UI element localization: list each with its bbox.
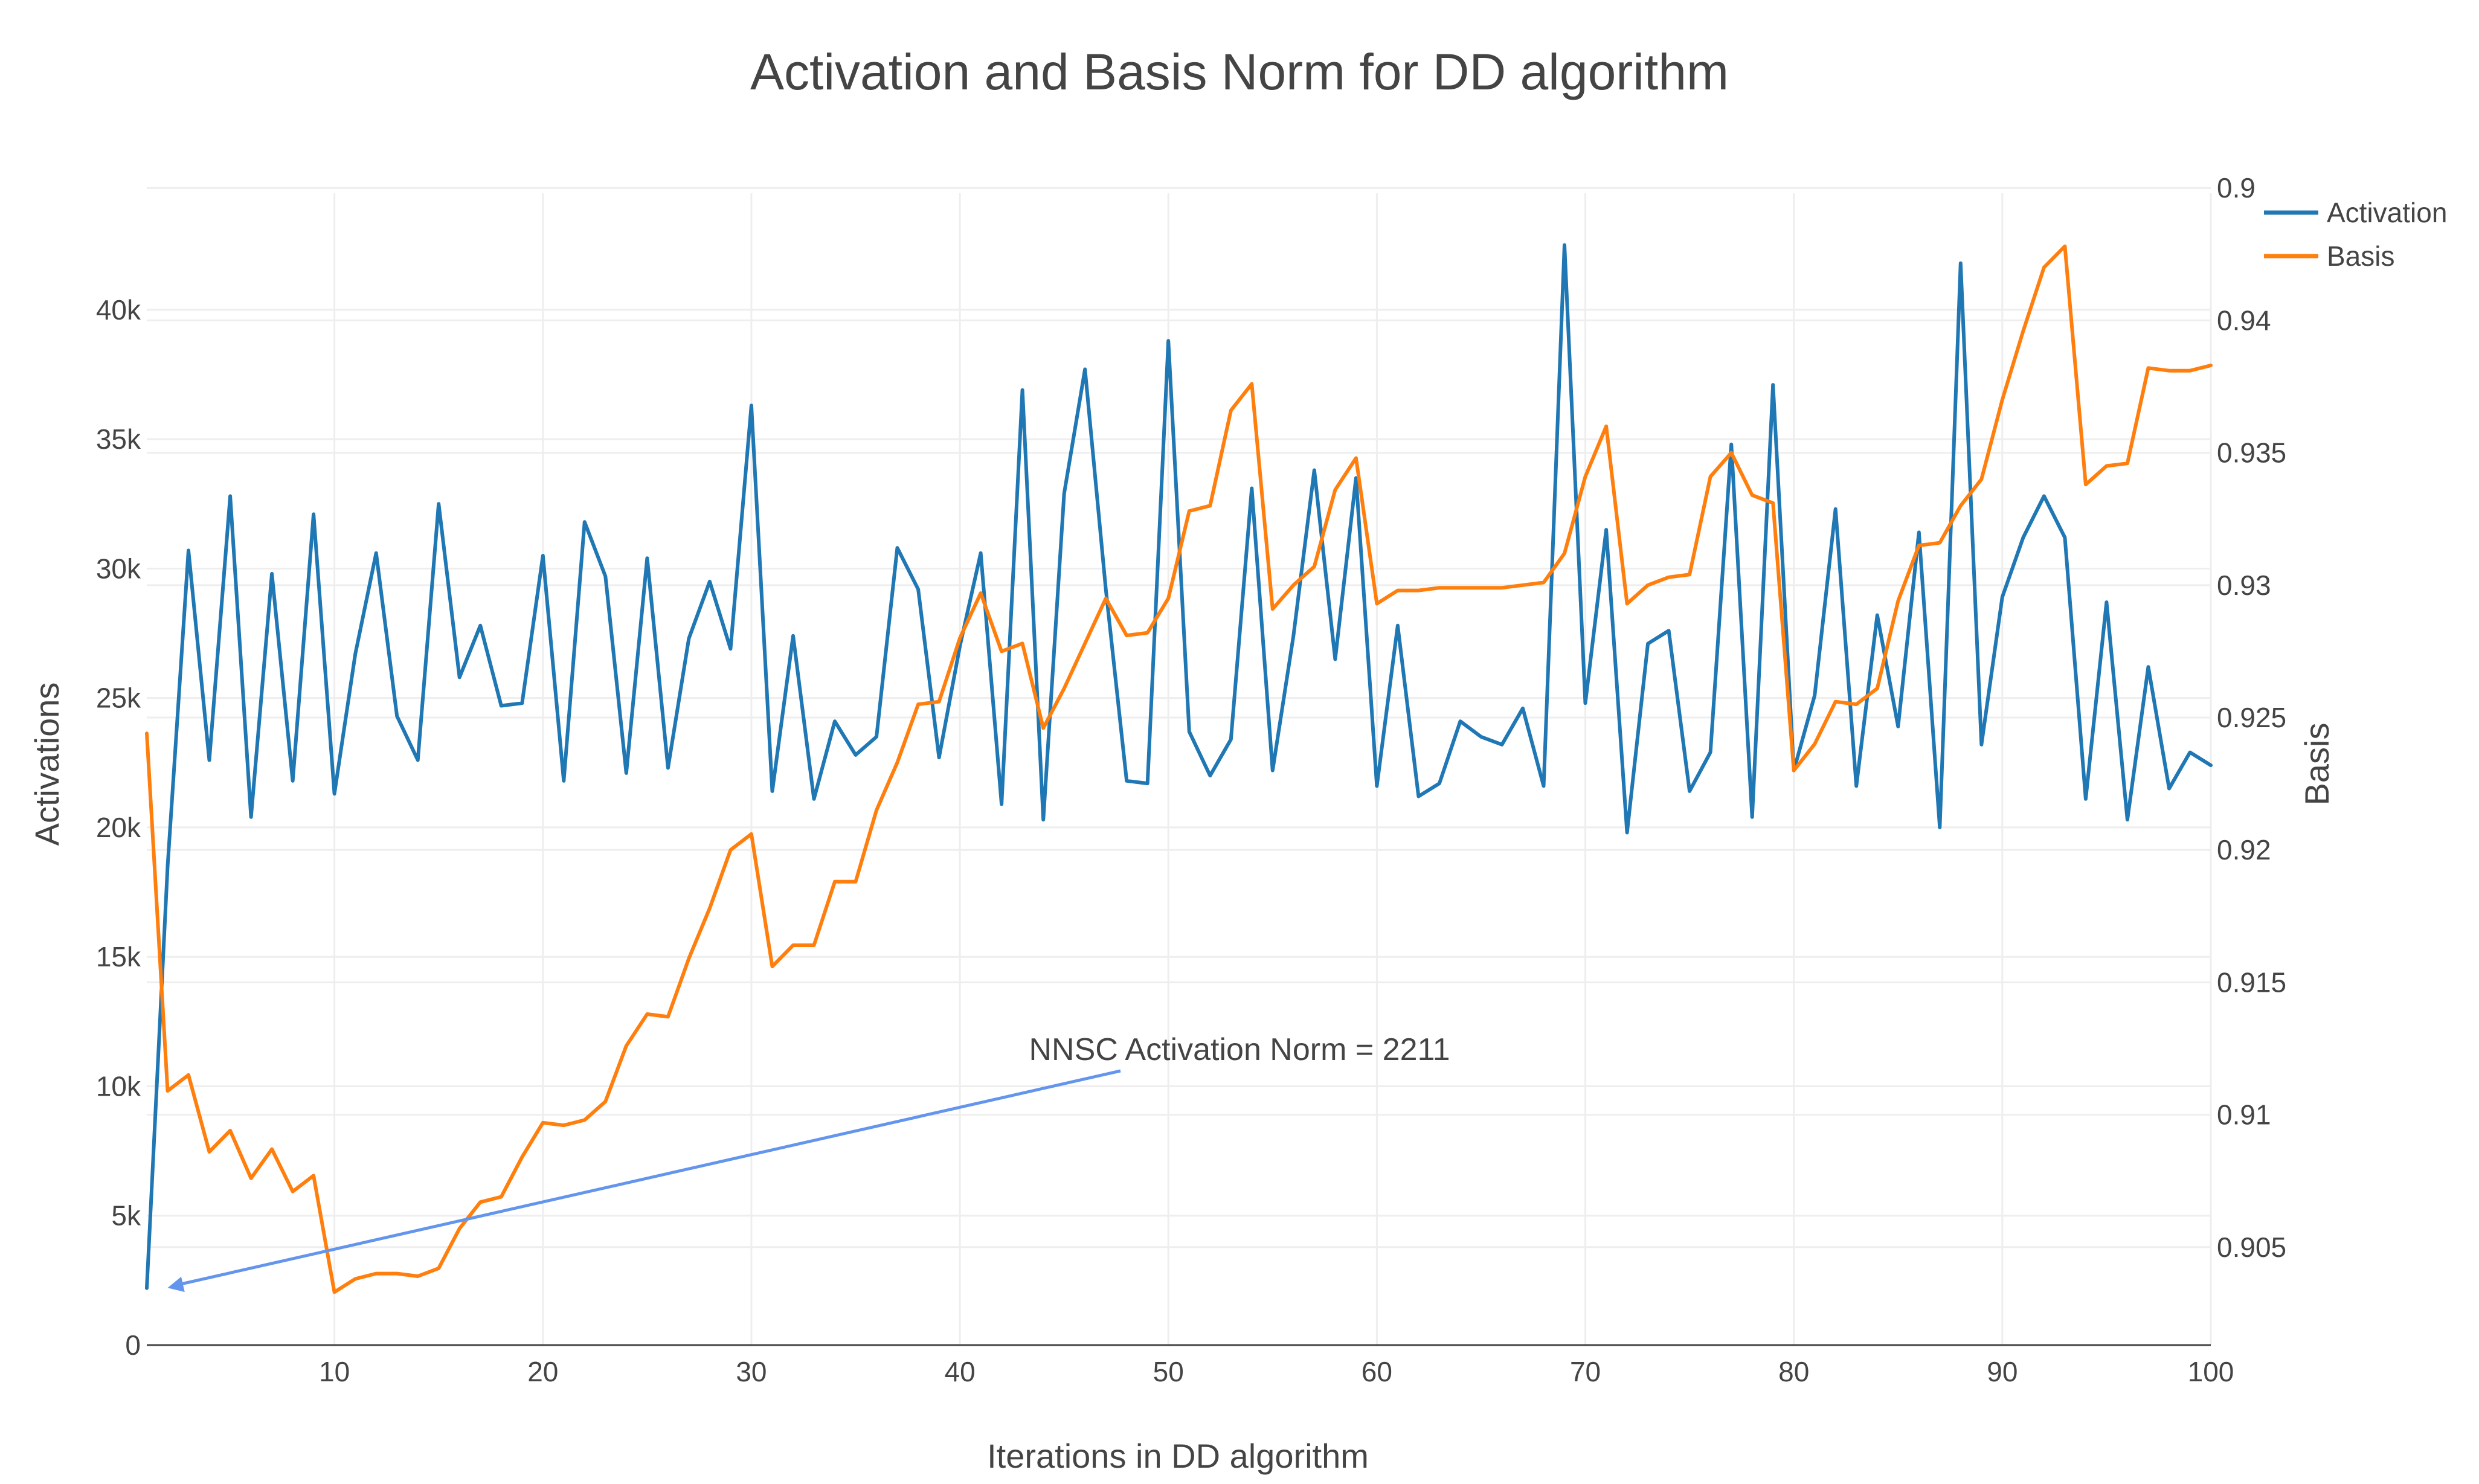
series-line-activation [145, 243, 2213, 1290]
x-tick-label: 10 [319, 1356, 350, 1387]
legend-item-basis[interactable]: Basis [2264, 240, 2394, 272]
x-tick-label: 30 [736, 1356, 767, 1387]
x-axis-title: Iterations in DD algorithm [987, 1437, 1369, 1475]
y2-tick-label: 0.935 [2217, 437, 2286, 469]
y-tick-label: 25k [96, 683, 141, 714]
y2-tick-label: 0.92 [2217, 834, 2271, 866]
y2-tick-label: 0.9 [2217, 172, 2256, 204]
grid [147, 187, 2212, 1346]
y-tick-label: 10k [96, 1070, 141, 1102]
x-tick-label: 50 [1153, 1356, 1184, 1387]
x-tick-label: 90 [1987, 1356, 2018, 1387]
x-tick-label: 60 [1362, 1356, 1392, 1387]
x-tick-label: 80 [1778, 1356, 1809, 1387]
legend: Activation Basis [2264, 197, 2447, 272]
y2-tick-label: 0.94 [2217, 304, 2271, 336]
y2-tick-label: 0.915 [2217, 966, 2286, 998]
annotation-arrow [174, 1069, 1121, 1287]
y-tick-label: 40k [96, 294, 141, 326]
y-tick-label: 30k [96, 553, 141, 584]
y-axis-ticks: 0 5k 10k 15k 20k 25k 30k 35k 40k [96, 294, 141, 1361]
legend-label-basis: Basis [2327, 240, 2394, 272]
y-tick-label: 0 [125, 1329, 141, 1361]
y2-tick-label: 0.905 [2217, 1232, 2286, 1263]
legend-label-activation: Activation [2327, 197, 2447, 228]
chart-title: Activation and Basis Norm for DD algorit… [750, 43, 1729, 100]
y-tick-label: 5k [111, 1200, 141, 1232]
y-tick-label: 20k [96, 812, 141, 843]
y-tick-label: 35k [96, 423, 141, 455]
annotation-text: NNSC Activation Norm = 2211 [1029, 1032, 1450, 1067]
y-axis-title: Activations [28, 683, 66, 846]
x-axis-ticks: 10 20 30 40 50 60 70 80 90 100 [319, 1356, 2234, 1387]
x-tick-label: 100 [2188, 1356, 2234, 1387]
annotation-arrowhead [167, 1276, 185, 1293]
y2-axis-ticks: 0.905 0.91 0.915 0.92 0.925 0.93 0.935 0.94 0.9 [2217, 172, 2286, 1263]
y2-axis-title: Basis [2298, 723, 2336, 806]
legend-item-activation[interactable]: Activation [2264, 197, 2447, 228]
y2-tick-label: 0.91 [2217, 1099, 2271, 1131]
series-layer [145, 243, 2213, 1294]
annotation-layer: NNSC Activation Norm = 2211 [167, 1032, 1450, 1293]
x-tick-label: 70 [1570, 1356, 1601, 1387]
y-tick-label: 15k [96, 941, 141, 972]
y2-tick-label: 0.925 [2217, 702, 2286, 733]
series-line-basis [145, 244, 2213, 1294]
y2-tick-label: 0.93 [2217, 570, 2271, 601]
x-tick-label: 40 [945, 1356, 976, 1387]
x-tick-label: 20 [527, 1356, 558, 1387]
